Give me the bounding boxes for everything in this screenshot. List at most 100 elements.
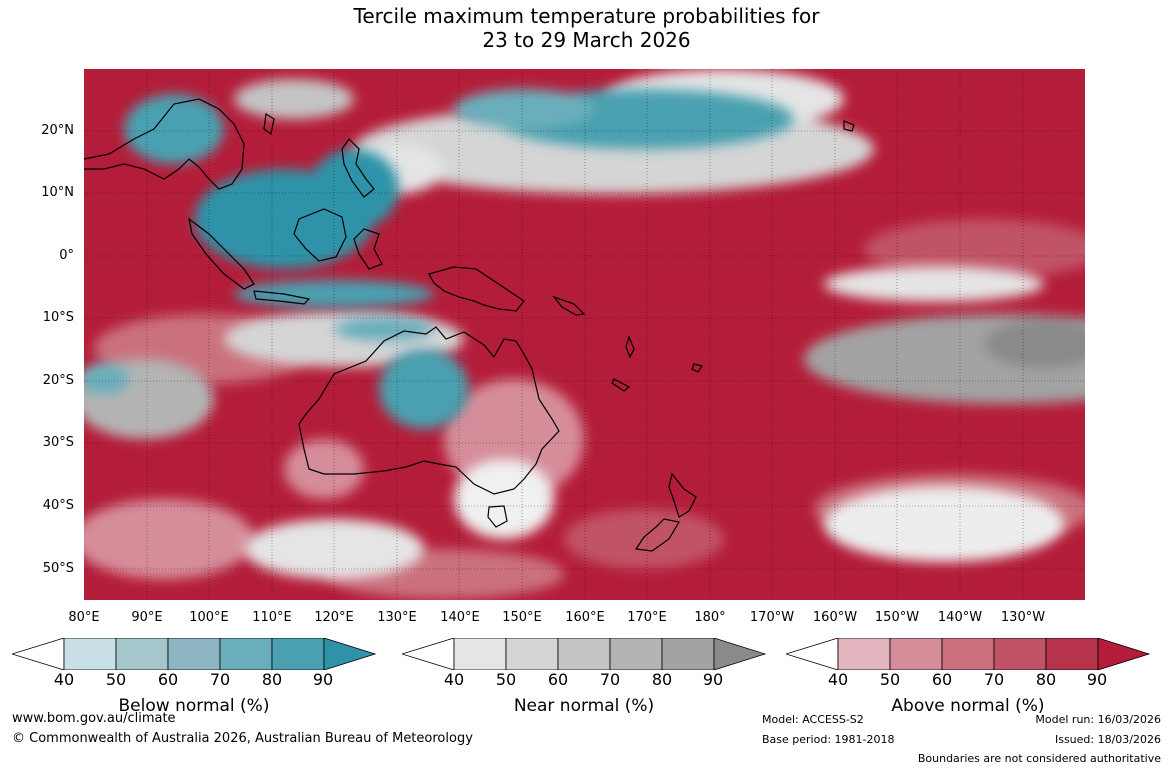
near-normal-colorbar bbox=[402, 638, 766, 670]
near-normal-tick-50: 50 bbox=[495, 670, 517, 689]
base-period: Base period: 1981-2018 bbox=[762, 733, 895, 746]
near-normal-tick-70: 70 bbox=[599, 670, 621, 689]
above-normal-tick-60: 60 bbox=[931, 670, 953, 689]
near-normal-swatch-1 bbox=[453, 638, 507, 670]
lon-label-160e: 160°E bbox=[565, 610, 605, 625]
above-normal-legend-title: Above normal (%) bbox=[891, 696, 1045, 716]
below-normal-tick-40: 40 bbox=[53, 670, 75, 689]
lon-label-140e: 140°E bbox=[440, 610, 480, 625]
below-normal-colorbar bbox=[12, 638, 376, 670]
issued-date: Issued: 18/03/2026 bbox=[1054, 733, 1161, 746]
lat-label-40s: 40°S bbox=[42, 498, 74, 513]
probability-map-canvas bbox=[84, 69, 1085, 600]
below-normal-swatch-6 bbox=[323, 638, 376, 670]
sulawesi-coastline bbox=[353, 228, 383, 270]
australia-coastline bbox=[298, 326, 560, 495]
fiji-coastline bbox=[691, 363, 703, 373]
near-normal-tick-40: 40 bbox=[443, 670, 465, 689]
new-guinea-coastline bbox=[428, 266, 525, 312]
tasmania-coastline bbox=[487, 505, 508, 528]
lon-label-130e: 130°E bbox=[377, 610, 417, 625]
lat-label-10n: 10°N bbox=[41, 185, 74, 200]
lon-label-140w: 140°W bbox=[937, 610, 983, 625]
sumatra-coastline bbox=[188, 217, 255, 290]
probability-map bbox=[84, 69, 1085, 600]
below-normal-tick-90: 90 bbox=[312, 670, 334, 689]
lon-label-150e: 150°E bbox=[502, 610, 542, 625]
philippines-coastline bbox=[341, 138, 375, 198]
near-normal-tick-80: 80 bbox=[651, 670, 673, 689]
model-run-date: Model run: 16/03/2026 bbox=[1035, 713, 1161, 726]
below-normal-tick-50: 50 bbox=[105, 670, 127, 689]
hawaii-coastline bbox=[843, 120, 855, 132]
above-normal-tick-90: 90 bbox=[1086, 670, 1108, 689]
graticule bbox=[84, 69, 1085, 600]
above-normal-swatch-1 bbox=[837, 638, 891, 670]
near-normal-swatch-5 bbox=[661, 638, 715, 670]
lon-label-180: 180° bbox=[694, 610, 726, 625]
lon-label-130w: 130°W bbox=[1000, 610, 1046, 625]
above-normal-swatch-2 bbox=[889, 638, 943, 670]
copyright-notice: © Commonwealth of Australia 2026, Austra… bbox=[12, 731, 473, 746]
below-normal-swatch-0 bbox=[12, 638, 65, 670]
coastlines bbox=[84, 98, 855, 552]
new-caledonia-coastline bbox=[611, 378, 631, 392]
website-link[interactable]: www.bom.gov.au/climate bbox=[12, 711, 176, 726]
solomon-islands-coastline bbox=[552, 295, 586, 316]
above-normal-swatch-4 bbox=[993, 638, 1047, 670]
lon-label-110e: 110°E bbox=[252, 610, 292, 625]
above-normal-swatch-6 bbox=[1097, 638, 1150, 670]
below-normal-legend-title: Below normal (%) bbox=[118, 696, 270, 716]
above-normal-swatch-0 bbox=[786, 638, 839, 670]
lon-label-120e: 120°E bbox=[314, 610, 354, 625]
lat-label-20n: 20°N bbox=[41, 123, 74, 138]
java-coastline bbox=[253, 290, 311, 305]
lon-label-170e: 170°E bbox=[627, 610, 667, 625]
above-normal-swatch-5 bbox=[1045, 638, 1099, 670]
above-normal-tick-40: 40 bbox=[827, 670, 849, 689]
boundaries-disclaimer: Boundaries are not considered authoritat… bbox=[917, 752, 1161, 765]
lat-label-20s: 20°S bbox=[42, 373, 74, 388]
below-normal-swatch-5 bbox=[271, 638, 325, 670]
lat-label-equator: 0° bbox=[59, 248, 74, 263]
map-title-line1: Tercile maximum temperature probabilitie… bbox=[353, 4, 820, 28]
vanuatu-coastline bbox=[625, 335, 635, 359]
model-name: Model: ACCESS-S2 bbox=[762, 713, 864, 726]
near-normal-colorbar-graphic bbox=[402, 638, 766, 670]
lon-label-150w: 150°W bbox=[874, 610, 920, 625]
map-title: Tercile maximum temperature probabilitie… bbox=[0, 4, 1173, 52]
near-normal-tick-60: 60 bbox=[547, 670, 569, 689]
borneo-coastline bbox=[293, 208, 347, 262]
below-normal-tick-80: 80 bbox=[261, 670, 283, 689]
map-title-line2: 23 to 29 March 2026 bbox=[482, 28, 691, 52]
lon-label-100e: 100°E bbox=[189, 610, 229, 625]
lon-label-80e: 80°E bbox=[68, 610, 100, 625]
southeast-asia-coastline bbox=[84, 98, 245, 190]
new-zealand-north-coastline bbox=[668, 472, 697, 518]
lat-label-30s: 30°S bbox=[42, 435, 74, 450]
new-zealand-south-coastline bbox=[634, 518, 680, 552]
taiwan-coastline bbox=[263, 112, 275, 136]
below-normal-colorbar-graphic bbox=[12, 638, 376, 670]
near-normal-swatch-2 bbox=[505, 638, 559, 670]
near-normal-swatch-6 bbox=[713, 638, 766, 670]
near-normal-swatch-0 bbox=[402, 638, 455, 670]
lon-label-160w: 160°W bbox=[812, 610, 858, 625]
below-normal-swatch-3 bbox=[167, 638, 221, 670]
below-normal-swatch-2 bbox=[115, 638, 169, 670]
below-normal-tick-60: 60 bbox=[157, 670, 179, 689]
above-normal-colorbar-graphic bbox=[786, 638, 1150, 670]
above-normal-tick-70: 70 bbox=[983, 670, 1005, 689]
above-normal-tick-80: 80 bbox=[1035, 670, 1057, 689]
near-normal-legend-title: Near normal (%) bbox=[513, 696, 655, 716]
below-normal-swatch-4 bbox=[219, 638, 273, 670]
near-normal-swatch-4 bbox=[609, 638, 663, 670]
below-normal-tick-70: 70 bbox=[209, 670, 231, 689]
lon-label-90e: 90°E bbox=[131, 610, 163, 625]
near-normal-tick-90: 90 bbox=[702, 670, 724, 689]
above-normal-colorbar bbox=[786, 638, 1150, 670]
above-normal-tick-50: 50 bbox=[879, 670, 901, 689]
below-normal-swatch-1 bbox=[63, 638, 117, 670]
lat-label-10s: 10°S bbox=[42, 310, 74, 325]
lon-label-170w: 170°W bbox=[749, 610, 795, 625]
